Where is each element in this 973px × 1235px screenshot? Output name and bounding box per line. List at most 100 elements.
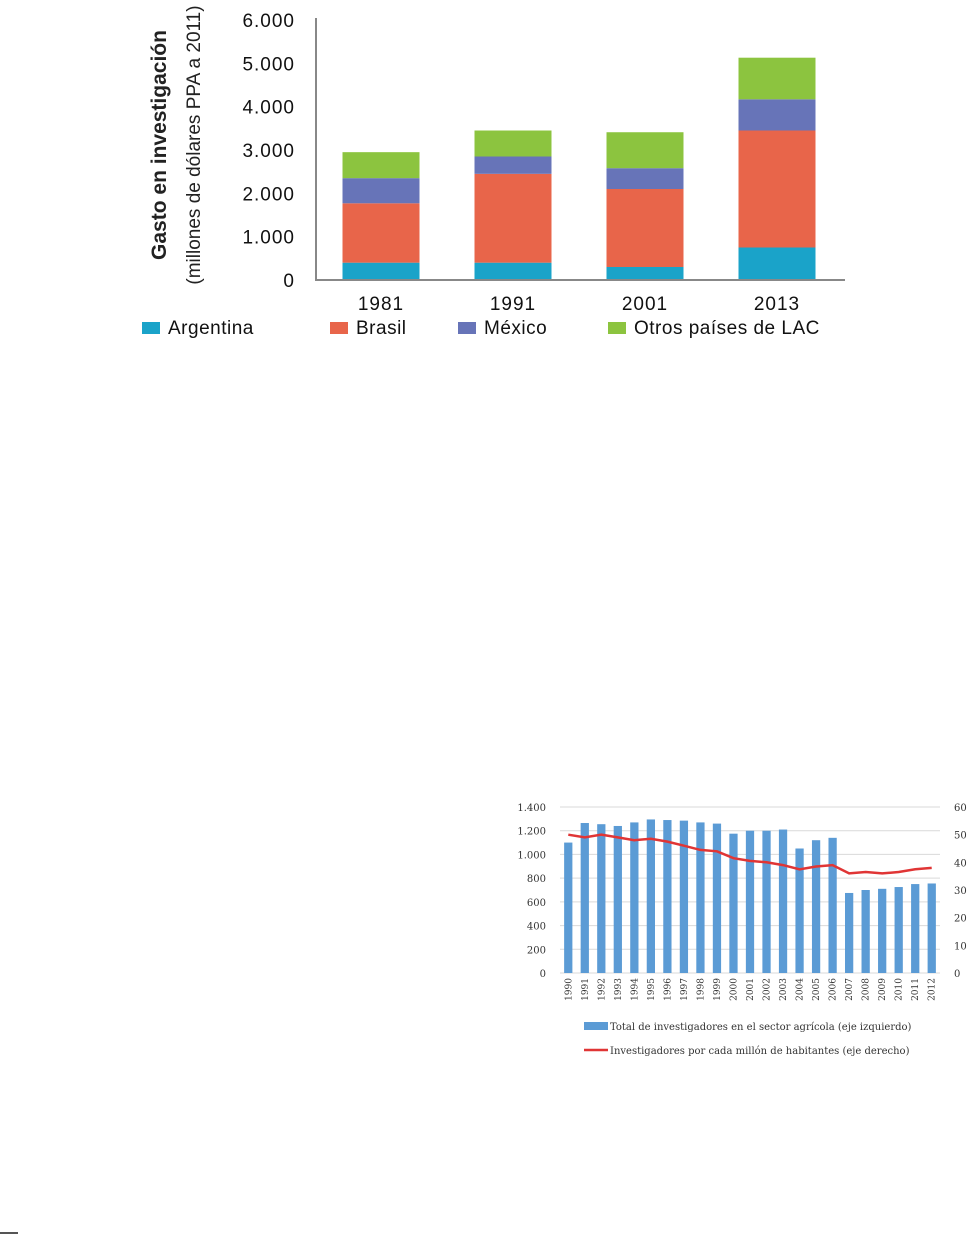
x-tick-label: 2003 [779, 978, 789, 1001]
bar-segment [342, 262, 420, 280]
legend-label: Total de investigadores en el sector agr… [610, 1022, 912, 1033]
x-tick-label: 1994 [630, 978, 640, 1001]
researchers-bar [811, 840, 821, 973]
x-tick-label: 1993 [614, 978, 624, 1001]
page-corner-mark [0, 1232, 18, 1234]
x-tick-label: 1991 [490, 294, 536, 315]
y-tick-label: 0 [283, 271, 295, 292]
y-right-tick-label: 60 [954, 803, 967, 814]
y-left-tick-label: 400 [527, 922, 546, 933]
x-tick-label: 1992 [597, 978, 607, 1001]
researchers-bar [613, 825, 622, 973]
researchers-bar [696, 822, 705, 973]
y-tick-label: 6.000 [242, 11, 295, 32]
researchers-bar [861, 890, 870, 973]
researchers-bar [795, 848, 804, 973]
researchers-bar [745, 830, 755, 973]
researchers-bar [828, 837, 837, 973]
y-right-tick-label: 50 [954, 831, 967, 842]
bar-segment [474, 156, 552, 174]
bar-segment [606, 132, 684, 169]
x-tick-label: 2002 [763, 978, 773, 1001]
researchers-bar [630, 822, 639, 973]
y-left-tick-label: 1.400 [517, 803, 546, 814]
y-left-tick-label: 200 [527, 945, 546, 956]
y-right-tick-label: 30 [954, 886, 967, 897]
x-tick-label: 2012 [928, 978, 938, 1001]
x-tick-label: 2004 [796, 978, 806, 1001]
x-tick-label: 1997 [680, 978, 690, 1001]
researchers-per-million-line [568, 833, 932, 875]
legend-label: Argentina [168, 318, 254, 339]
x-tick-label: 1981 [358, 294, 404, 315]
x-tick-label: 1995 [647, 978, 657, 1001]
x-tick-label: 2013 [754, 294, 800, 315]
bar-segment [342, 203, 420, 263]
bar-segment [474, 262, 552, 280]
y-left-tick-label: 0 [540, 969, 546, 980]
x-tick-label: 2006 [829, 978, 839, 1001]
legend-swatch-bars [584, 1022, 608, 1030]
bar-segment [738, 57, 816, 100]
x-tick-label: 2000 [729, 978, 739, 1001]
y-axis-label-units: (millones de dólares PPA a 2011) [184, 5, 205, 284]
x-tick-label: 2010 [895, 978, 905, 1001]
researchers-bar [597, 824, 606, 973]
x-tick-label: 1999 [713, 978, 723, 1001]
researchers-bar [762, 830, 771, 973]
y-right-tick-label: 10 [954, 941, 967, 952]
researchers-bar [878, 888, 887, 973]
legend-swatch [608, 322, 626, 334]
y-left-tick-label: 800 [527, 874, 546, 885]
y-right-tick-label: 20 [954, 914, 967, 925]
researchers-bar [845, 892, 854, 973]
legend-label: Investigadores por cada millón de habita… [610, 1046, 910, 1057]
y-tick-label: 1.000 [242, 228, 295, 249]
x-tick-label: 2008 [862, 978, 872, 1001]
y-left-tick-label: 1.200 [517, 827, 546, 838]
researchers-bar [927, 883, 936, 973]
y-right-tick-label: 0 [954, 969, 960, 980]
legend-label: Brasil [356, 318, 407, 339]
bar-segment [606, 267, 684, 280]
x-tick-label: 2007 [845, 978, 855, 1001]
agricultural-researchers-combo-chart: 0 200 400 600 800 1.000 1.200 1.400 0 10 20 30 40 50… [517, 803, 967, 1057]
x-tick-label: 2011 [911, 978, 921, 1001]
y-tick-label: 3.000 [242, 141, 295, 162]
bar-segment [606, 168, 684, 189]
y-left-tick-label: 600 [527, 898, 546, 909]
legend-swatch [142, 322, 160, 334]
legend-swatch [330, 322, 348, 334]
researchers-bar [778, 829, 788, 973]
y-axis-label: Gasto en investigación [148, 30, 171, 260]
researchers-bar [712, 823, 722, 973]
x-tick-label: 1996 [663, 978, 673, 1001]
researchers-bar [580, 823, 589, 973]
bar-segment [474, 130, 552, 157]
bar-segment [606, 189, 684, 267]
bar-segment [738, 130, 816, 248]
y-right-tick-label: 40 [954, 858, 967, 869]
x-tick-label: 2001 [622, 294, 668, 315]
y-tick-label: 4.000 [242, 98, 295, 119]
bar-segment [342, 178, 420, 204]
researchers-bar [646, 819, 655, 973]
researchers-bar [679, 820, 689, 973]
x-tick-label: 1990 [564, 978, 574, 1001]
legend-label: México [484, 318, 547, 339]
bar-segment [342, 152, 420, 179]
y-left-tick-label: 1.000 [517, 850, 546, 861]
researchers-bar [729, 833, 738, 973]
bar-segment [738, 99, 816, 131]
bar-segment [738, 247, 816, 280]
legend-label: Otros países de LAC [634, 318, 820, 339]
y-tick-label: 5.000 [242, 54, 295, 75]
legend-swatch [458, 322, 476, 334]
researchers-bar [894, 887, 903, 973]
research-spending-stacked-bar-chart: 0 1.000 2.000 3.000 4.000 5.000 6.000 1981 1991… [142, 5, 845, 339]
researchers-bar [564, 842, 573, 973]
x-tick-label: 2005 [812, 978, 822, 1001]
x-tick-label: 2001 [746, 978, 756, 1001]
researchers-bar [663, 820, 672, 973]
x-tick-label: 2009 [878, 978, 888, 1001]
